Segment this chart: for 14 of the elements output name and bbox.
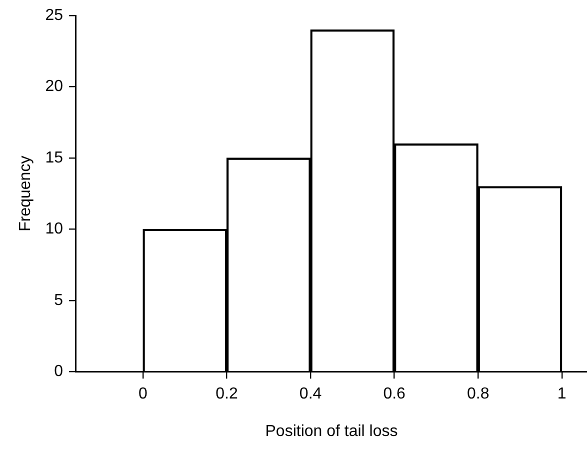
y-tick-label: 0 [54,363,64,380]
x-tick-label: 1 [557,386,566,403]
y-tick-label: 15 [45,149,64,166]
x-tick-label: 0.4 [299,386,322,403]
y-tick-label: 20 [45,78,64,96]
x-tick-label: 0.8 [466,386,490,403]
y-axis-title: Frequency [17,156,34,232]
x-tick-label: 0.6 [383,386,406,403]
y-tick-label: 25 [45,7,64,24]
y-tick-label: 10 [45,220,64,238]
x-axis-title: Position of tail loss [265,422,398,440]
y-tick-label: 5 [54,292,64,309]
x-tick-label: 0.2 [216,386,238,403]
x-tick-label: 0 [138,386,148,403]
